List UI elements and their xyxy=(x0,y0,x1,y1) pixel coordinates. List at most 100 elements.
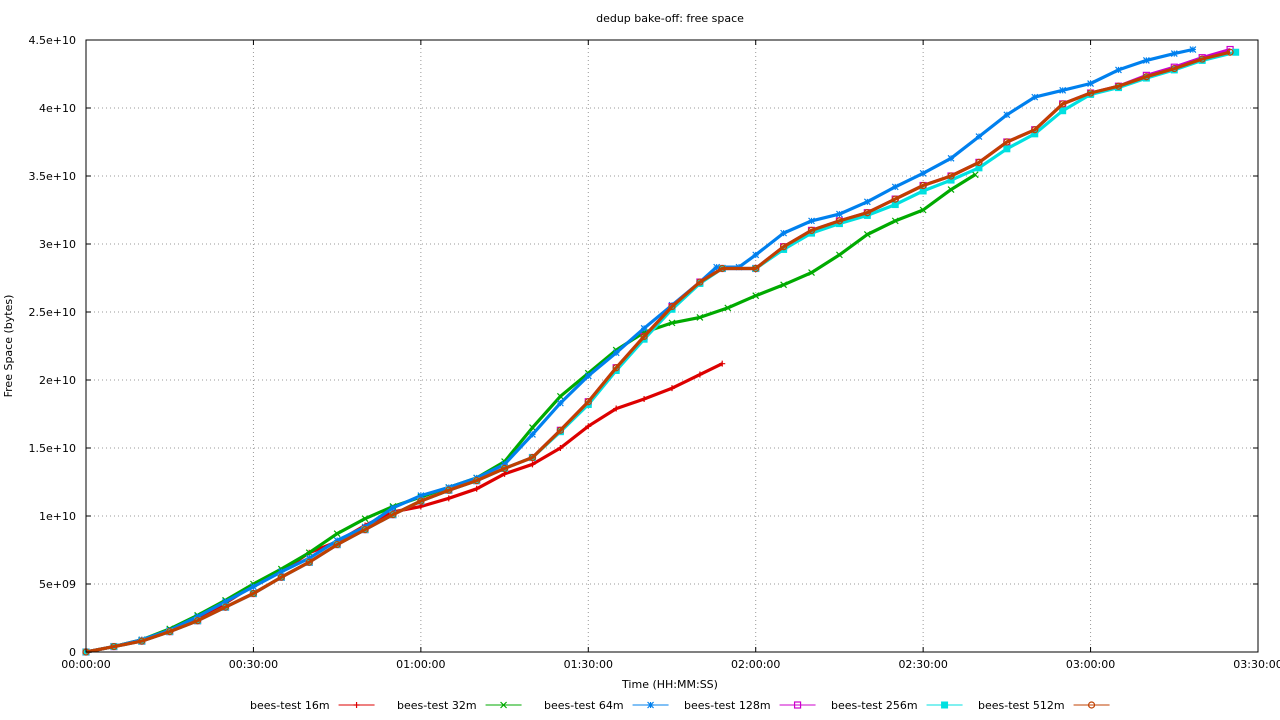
data-point xyxy=(529,461,536,468)
data-point xyxy=(1086,89,1095,97)
legend-label: bees-test 256m xyxy=(831,699,918,712)
data-point xyxy=(556,399,564,407)
y-axis-label: Free Space (bytes) xyxy=(2,295,15,398)
series-trace xyxy=(85,50,1231,654)
data-point xyxy=(808,217,815,225)
data-point xyxy=(1115,66,1122,74)
data-point xyxy=(975,133,983,140)
data-point xyxy=(975,158,983,166)
data-point xyxy=(640,332,648,341)
data-point xyxy=(361,515,369,523)
data-point xyxy=(1142,56,1150,64)
y-tick-label: 2.5e+10 xyxy=(29,306,76,319)
legend: bees-test 16m bees-test 32m bees-test 64m b… xyxy=(250,699,1110,712)
data-point xyxy=(1170,64,1178,73)
legend-swatch-marker xyxy=(1087,701,1096,709)
x-tick-label: 01:30:00 xyxy=(564,658,613,671)
data-point xyxy=(971,171,979,179)
data-point xyxy=(556,426,564,434)
legend-item: bees-test 64m xyxy=(544,699,669,712)
series-trace xyxy=(85,47,1194,654)
data-point xyxy=(836,210,843,218)
chart-title: dedup bake-off: free space xyxy=(596,12,744,25)
legend-item: bees-test 128m xyxy=(684,699,816,712)
plot-series xyxy=(82,45,1240,656)
data-point xyxy=(166,627,174,636)
data-point xyxy=(668,302,676,311)
y-tick-label: 5e+09 xyxy=(39,578,76,591)
data-point xyxy=(1170,50,1178,58)
data-point xyxy=(669,385,675,392)
data-point xyxy=(584,398,592,406)
data-point xyxy=(557,445,564,451)
legend-item: bees-test 256m xyxy=(831,699,963,712)
data-point xyxy=(919,169,927,177)
legend-item: bees-test 32m xyxy=(397,699,522,712)
legend-label: bees-test 64m xyxy=(544,699,624,712)
plot-frame xyxy=(85,39,1259,653)
data-point xyxy=(277,568,285,576)
data-point xyxy=(752,292,760,300)
data-point xyxy=(612,349,620,357)
data-point xyxy=(1059,107,1067,115)
data-point xyxy=(891,195,899,203)
data-point xyxy=(668,319,676,327)
data-point xyxy=(780,281,788,289)
data-point xyxy=(863,198,871,206)
series-bees-test-512m xyxy=(82,48,1234,656)
data-point xyxy=(389,511,397,519)
data-point xyxy=(919,206,927,214)
data-point xyxy=(891,183,899,191)
data-point xyxy=(719,360,726,367)
x-tick-label: 00:00:00 xyxy=(61,658,110,671)
data-point xyxy=(445,486,453,494)
legend-item: bees-test 512m xyxy=(978,699,1110,712)
data-point xyxy=(194,617,202,625)
data-point xyxy=(110,642,118,651)
data-point xyxy=(1142,73,1150,81)
legend-swatch-marker xyxy=(500,701,507,709)
data-point xyxy=(445,495,452,502)
data-point xyxy=(138,637,146,645)
data-point xyxy=(222,598,229,606)
legend-label: bees-test 512m xyxy=(978,699,1065,712)
data-point xyxy=(696,314,704,321)
legend-label: bees-test 32m xyxy=(397,699,477,712)
data-point xyxy=(808,269,815,276)
data-point xyxy=(305,558,313,566)
y-tick-label: 2e+10 xyxy=(39,374,76,387)
data-point xyxy=(752,264,760,273)
x-tick-label: 03:00:00 xyxy=(1066,658,1115,671)
data-point xyxy=(1114,82,1123,90)
legend-swatch-marker xyxy=(353,702,360,708)
data-point xyxy=(417,492,425,500)
legend-swatch-marker xyxy=(793,701,802,709)
data-point xyxy=(528,453,537,462)
x-tick-label: 01:00:00 xyxy=(396,658,445,671)
data-point xyxy=(305,549,313,557)
y-tick-label: 3.5e+10 xyxy=(29,170,76,183)
data-point xyxy=(947,154,955,162)
y-tick-label: 0 xyxy=(69,646,76,659)
data-point xyxy=(473,485,480,492)
data-point xyxy=(417,497,425,505)
data-point xyxy=(1087,80,1094,87)
y-tick-label: 4.5e+10 xyxy=(29,34,76,47)
legend-swatch-marker xyxy=(647,701,654,709)
data-point xyxy=(713,263,721,271)
y-tick-label: 3e+10 xyxy=(39,238,76,251)
data-point xyxy=(612,364,620,372)
data-point xyxy=(1031,126,1039,134)
x-tick-label: 03:30:00 xyxy=(1233,658,1280,671)
data-point xyxy=(863,209,871,217)
legend-swatch-marker xyxy=(941,701,949,709)
data-point xyxy=(529,430,536,438)
legend-label: bees-test 16m xyxy=(250,699,330,712)
data-point xyxy=(1189,46,1197,53)
data-point xyxy=(780,243,788,251)
y-tick-label: 1e+10 xyxy=(39,510,76,523)
data-point xyxy=(1059,86,1067,94)
data-point xyxy=(250,583,257,591)
